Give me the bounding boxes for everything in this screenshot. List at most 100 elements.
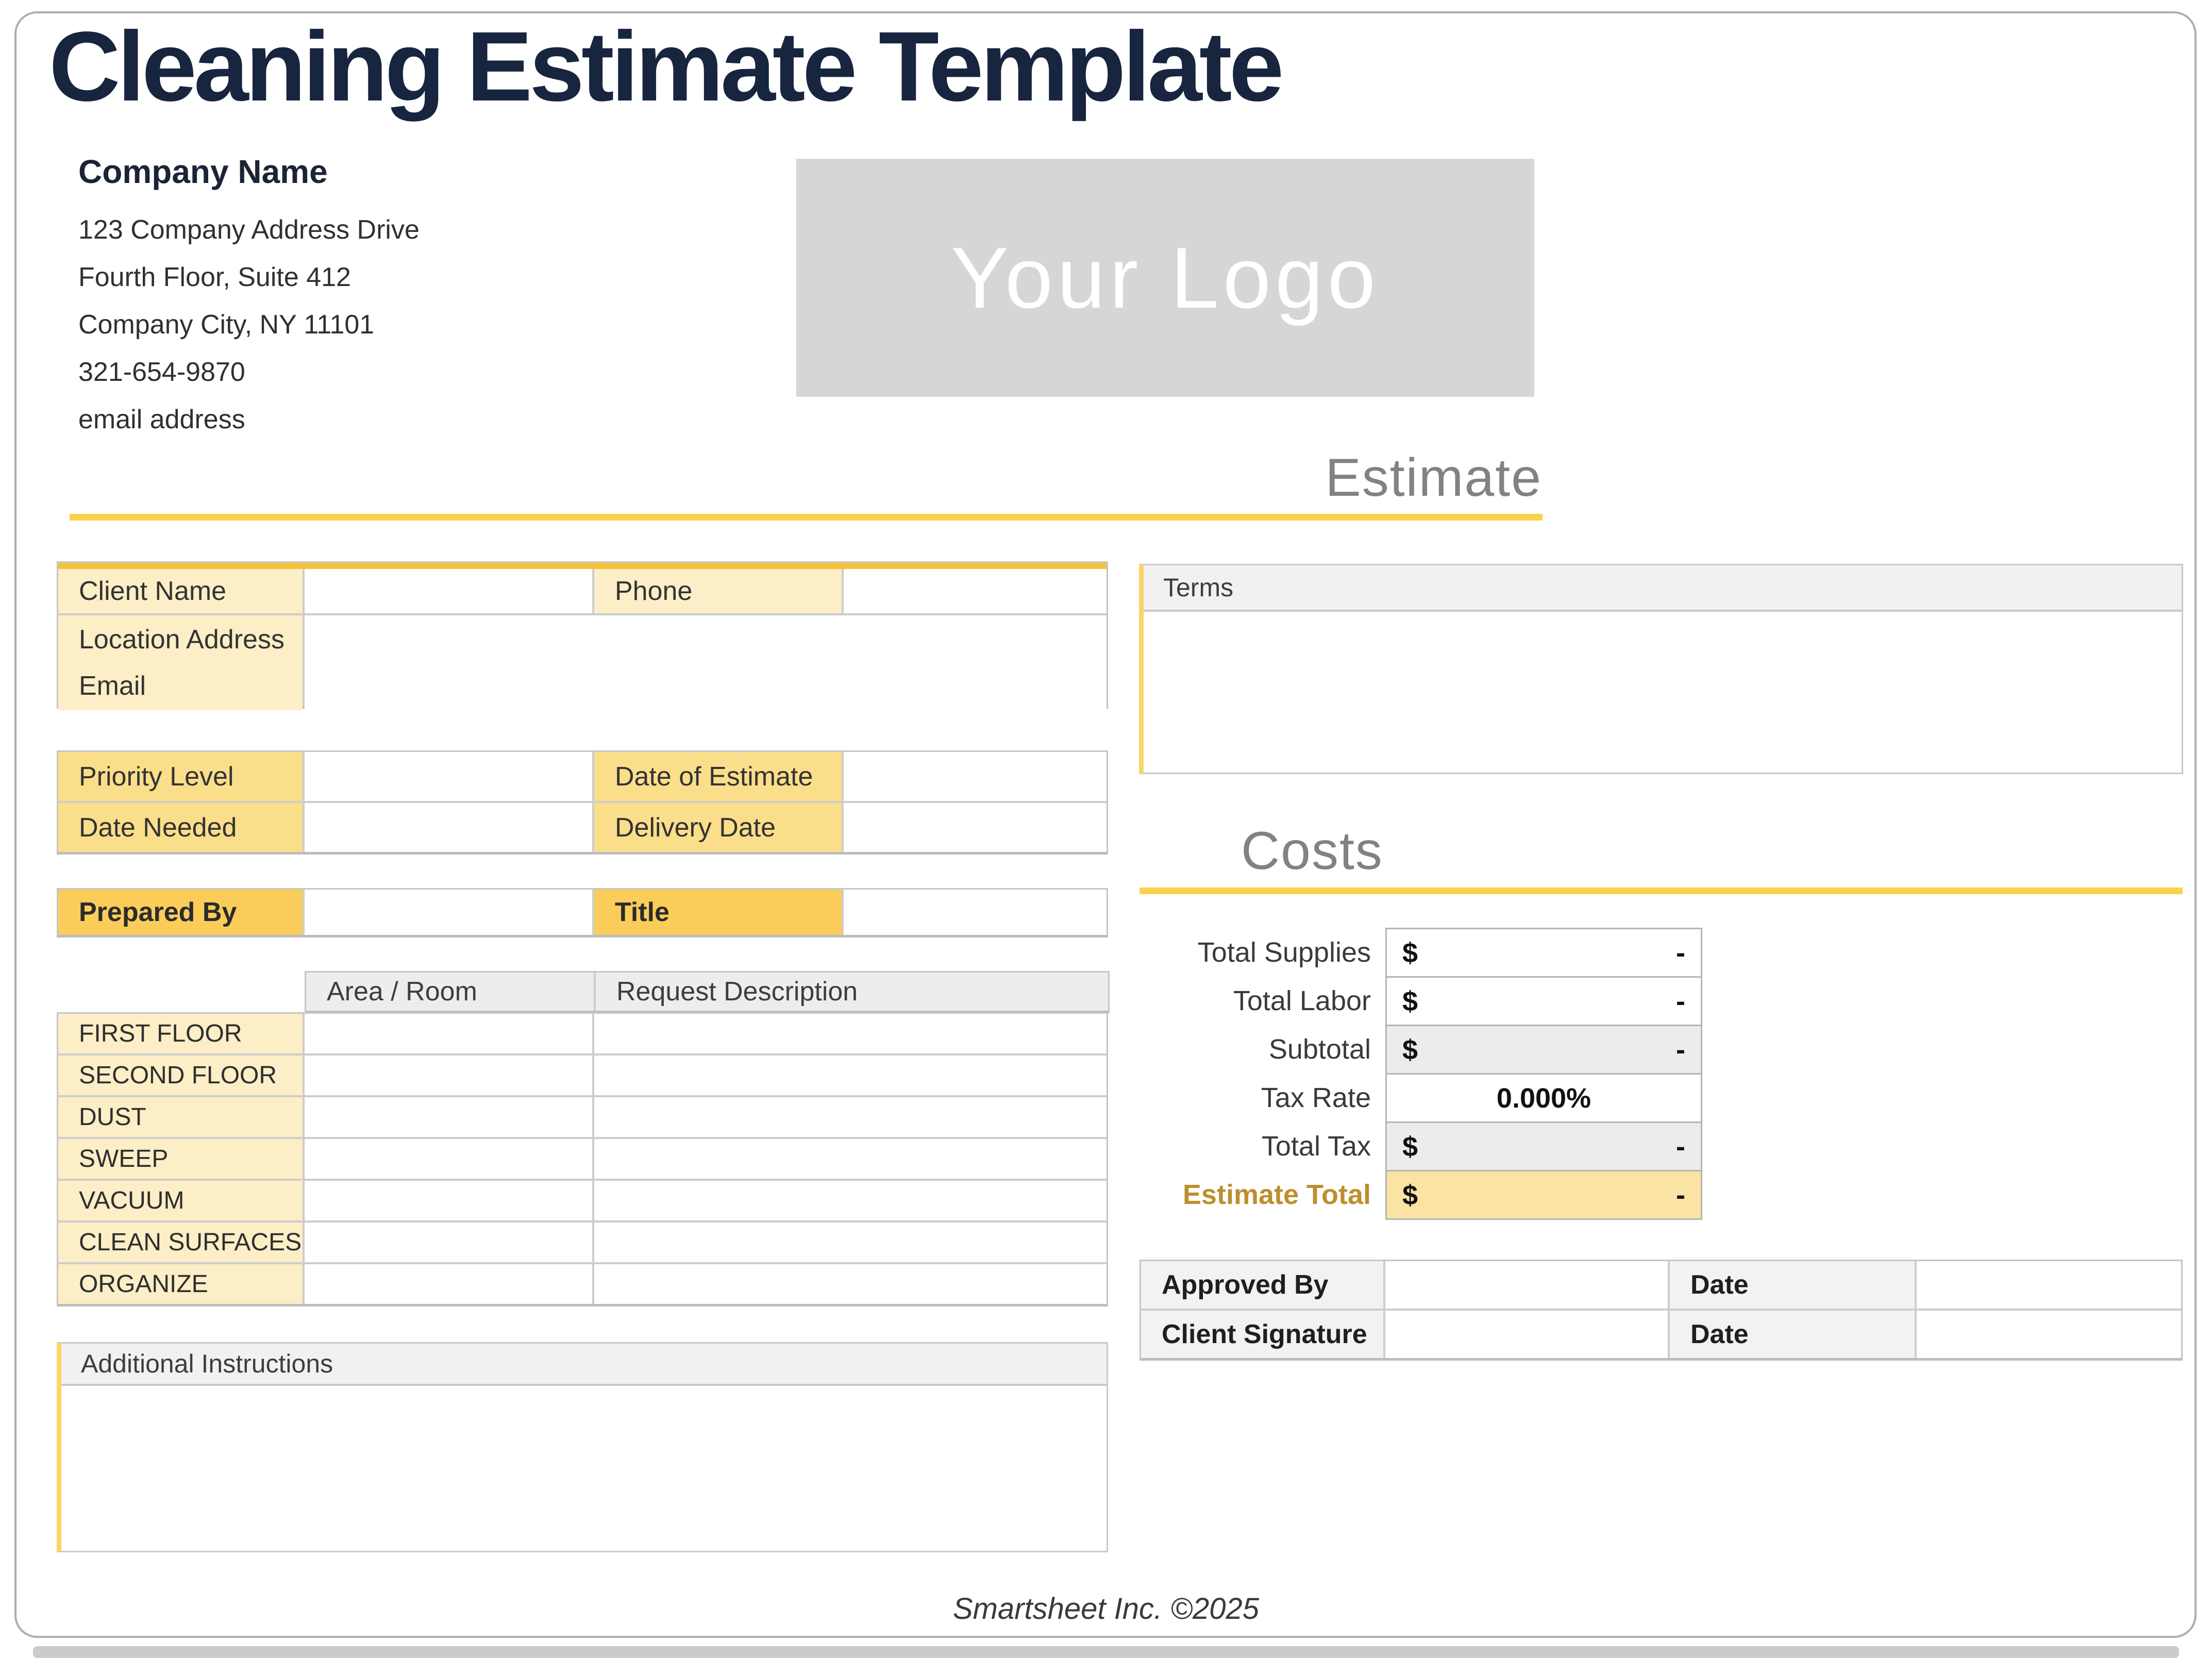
estimate-rule xyxy=(70,514,1543,521)
area-room-column-header: Area / Room xyxy=(306,973,594,1011)
currency-symbol: $ xyxy=(1402,985,1418,1017)
email-label: Email xyxy=(58,662,303,710)
prepared-by-label: Prepared By xyxy=(58,890,303,935)
tax-rate-value: 0.000% xyxy=(1496,1082,1591,1114)
cost-row-tax-rate: Tax Rate 0.000% xyxy=(1134,1073,1702,1123)
client-signature-label: Client Signature xyxy=(1141,1311,1383,1358)
tax-rate-label: Tax Rate xyxy=(1261,1082,1371,1113)
location-address-input[interactable] xyxy=(305,615,1107,664)
task-area-input-3[interactable] xyxy=(305,1097,592,1137)
task-label-clean-surfaces: CLEAN SURFACES xyxy=(58,1222,303,1262)
date-needed-label: Date Needed xyxy=(58,803,303,852)
preparer-title-input[interactable] xyxy=(844,890,1107,935)
total-supplies-label: Total Supplies xyxy=(1197,937,1371,968)
company-address-line3: Company City, NY 11101 xyxy=(78,310,375,340)
location-address-label: Location Address xyxy=(58,615,303,664)
client-signature-input[interactable] xyxy=(1385,1311,1668,1358)
task-desc-input-5[interactable] xyxy=(594,1181,1107,1220)
estimate-heading: Estimate xyxy=(1325,448,1542,508)
total-tax-value: - xyxy=(1676,1131,1685,1162)
costs-list: Total Supplies $ - Total Labor $ - Subto… xyxy=(1134,928,1702,1220)
priority-level-label: Priority Level xyxy=(58,752,303,801)
estimate-total-value-cell: $ - xyxy=(1385,1170,1702,1220)
cost-row-total-supplies: Total Supplies $ - xyxy=(1134,928,1702,978)
currency-symbol: $ xyxy=(1402,937,1418,968)
task-desc-input-6[interactable] xyxy=(594,1222,1107,1262)
company-address-line2: Fourth Floor, Suite 412 xyxy=(78,262,351,292)
task-desc-input-2[interactable] xyxy=(594,1056,1107,1095)
estimate-total-value: - xyxy=(1676,1179,1685,1211)
client-name-input[interactable] xyxy=(305,569,592,613)
approved-date-label: Date xyxy=(1670,1261,1915,1309)
client-name-label: Client Name xyxy=(58,569,303,613)
client-info-table: Client Name Phone Location Address Email xyxy=(57,561,1108,710)
terms-panel: Terms xyxy=(1139,564,2183,774)
additional-instructions-panel: Additional Instructions xyxy=(57,1342,1108,1552)
total-labor-input[interactable]: $ - xyxy=(1385,976,1702,1026)
costs-heading: Costs xyxy=(1241,821,1383,881)
task-label-vacuum: VACUUM xyxy=(58,1181,303,1220)
subtotal-value-cell: $ - xyxy=(1385,1025,1702,1075)
task-area-input-4[interactable] xyxy=(305,1139,592,1179)
total-supplies-input[interactable]: $ - xyxy=(1385,928,1702,978)
task-label-organize: ORGANIZE xyxy=(58,1264,303,1304)
prepared-by-table: Prepared By Title xyxy=(57,888,1108,937)
task-area-input-2[interactable] xyxy=(305,1056,592,1095)
task-label-dust: DUST xyxy=(58,1097,303,1137)
task-desc-input-4[interactable] xyxy=(594,1139,1107,1179)
date-needed-input[interactable] xyxy=(305,803,592,852)
prepared-by-input[interactable] xyxy=(305,890,592,935)
date-of-estimate-label: Date of Estimate xyxy=(594,752,842,801)
tax-rate-input[interactable]: 0.000% xyxy=(1385,1073,1702,1123)
additional-instructions-input[interactable] xyxy=(61,1386,1107,1552)
client-table-accent xyxy=(58,563,1107,569)
tasks-header: Area / Room Request Description xyxy=(305,971,1110,1013)
signoff-table: Approved By Date Client Signature Date xyxy=(1139,1260,2183,1361)
total-labor-label: Total Labor xyxy=(1233,985,1371,1016)
logo-placeholder: Your Logo xyxy=(796,159,1534,397)
estimate-total-label: Estimate Total xyxy=(1182,1179,1371,1210)
terms-input[interactable] xyxy=(1144,612,2182,773)
total-tax-label: Total Tax xyxy=(1261,1131,1371,1162)
task-area-input-5[interactable] xyxy=(305,1181,592,1220)
task-area-input-6[interactable] xyxy=(305,1222,592,1262)
page-title: Cleaning Estimate Template xyxy=(49,11,1284,122)
cost-row-total-labor: Total Labor $ - xyxy=(1134,976,1702,1026)
approved-by-input[interactable] xyxy=(1385,1261,1668,1309)
cost-row-total-tax: Total Tax $ - xyxy=(1134,1121,1702,1171)
additional-instructions-label: Additional Instructions xyxy=(61,1344,1107,1386)
date-of-estimate-input[interactable] xyxy=(844,752,1107,801)
currency-symbol: $ xyxy=(1402,1179,1418,1211)
task-area-input-1[interactable] xyxy=(305,1014,592,1053)
company-email: email address xyxy=(78,405,245,434)
company-block: Company Name 123 Company Address Drive F… xyxy=(78,153,420,443)
task-area-input-7[interactable] xyxy=(305,1264,592,1304)
task-desc-input-3[interactable] xyxy=(594,1097,1107,1137)
phone-input[interactable] xyxy=(844,569,1107,613)
approved-date-input[interactable] xyxy=(1917,1261,2181,1309)
costs-rule xyxy=(1139,887,2183,894)
cost-row-subtotal: Subtotal $ - xyxy=(1134,1025,1702,1075)
task-desc-input-7[interactable] xyxy=(594,1264,1107,1304)
subtotal-value: - xyxy=(1676,1034,1685,1065)
task-label-sweep: SWEEP xyxy=(58,1139,303,1179)
approved-by-label: Approved By xyxy=(1141,1261,1383,1309)
company-name: Company Name xyxy=(78,153,328,190)
delivery-date-label: Delivery Date xyxy=(594,803,842,852)
email-input[interactable] xyxy=(305,662,1107,710)
logo-placeholder-text: Your Logo xyxy=(951,229,1380,326)
tasks-table: FIRST FLOOR SECOND FLOOR DUST SWEEP VACU… xyxy=(57,1012,1108,1307)
currency-symbol: $ xyxy=(1402,1034,1418,1065)
task-label-second-floor: SECOND FLOOR xyxy=(58,1056,303,1095)
terms-label: Terms xyxy=(1144,565,2182,612)
priority-level-input[interactable] xyxy=(305,752,592,801)
task-desc-input-1[interactable] xyxy=(594,1014,1107,1053)
cost-row-estimate-total: Estimate Total $ - xyxy=(1134,1170,1702,1220)
total-tax-value-cell: $ - xyxy=(1385,1121,1702,1171)
company-address-line1: 123 Company Address Drive xyxy=(78,215,420,245)
schedule-table: Priority Level Date of Estimate Date Nee… xyxy=(57,750,1108,855)
signature-date-input[interactable] xyxy=(1917,1311,2181,1358)
page-bottom-edge xyxy=(33,1646,2179,1658)
delivery-date-input[interactable] xyxy=(844,803,1107,852)
